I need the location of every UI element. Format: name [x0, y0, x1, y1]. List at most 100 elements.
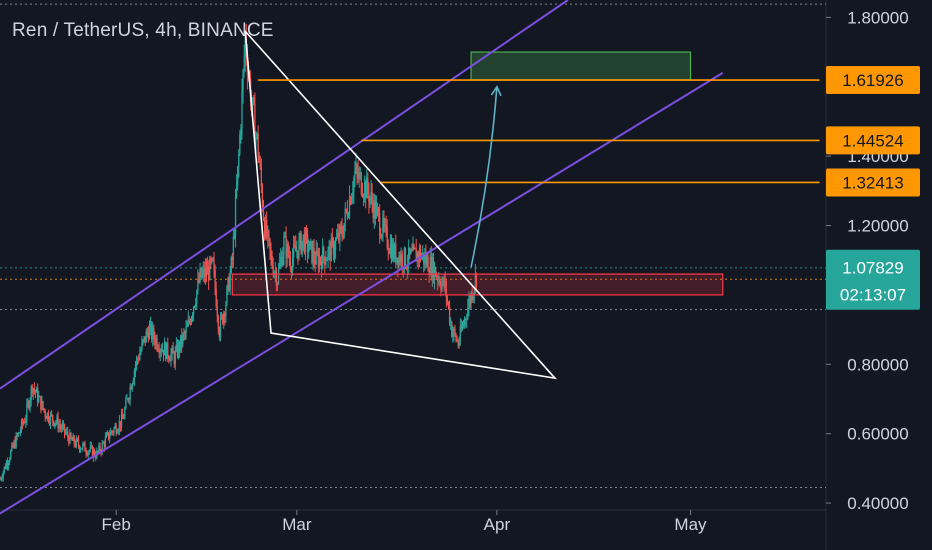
candle-body — [164, 342, 167, 360]
candle-body — [347, 215, 350, 217]
candle-body — [140, 349, 142, 354]
candle-body — [343, 223, 345, 237]
candle-body — [322, 247, 324, 269]
candle-body — [244, 35, 246, 58]
current-price-box[interactable] — [826, 249, 920, 310]
price-label-box-1[interactable] — [826, 126, 920, 155]
candle-body — [67, 431, 69, 437]
candle-body — [340, 225, 342, 228]
price-label-1[interactable]: 1.44524 — [842, 131, 903, 150]
candle-body — [111, 431, 113, 433]
time-axis[interactable]: Feb Mar Apr May — [102, 510, 708, 534]
candle-body — [107, 432, 110, 439]
candle-body — [77, 440, 80, 446]
candle-body — [257, 133, 259, 156]
candle-body — [163, 342, 166, 356]
current-price-value[interactable]: 1.07829 — [842, 259, 903, 278]
candle-body — [117, 429, 119, 433]
candle-body — [439, 279, 441, 286]
candle-body — [472, 294, 474, 300]
candle-body — [332, 239, 335, 256]
candle-body — [380, 235, 382, 238]
candle-body — [152, 327, 154, 340]
candle-body — [358, 173, 360, 179]
candle-body — [29, 399, 31, 408]
candle-body — [88, 450, 90, 452]
candle-body — [126, 398, 128, 400]
candle-body — [131, 383, 133, 390]
candle-body — [43, 408, 45, 411]
candle-body — [169, 359, 171, 362]
candle-body — [69, 433, 71, 444]
candle-body — [217, 316, 219, 330]
candle-body — [20, 420, 23, 431]
candle-body — [394, 243, 396, 260]
candle-body — [19, 430, 22, 433]
candle-body — [308, 249, 310, 253]
candle-body — [287, 243, 289, 256]
candle-body — [297, 250, 299, 259]
candle-body — [372, 202, 374, 219]
candle-body — [47, 412, 50, 421]
candle-body — [227, 277, 229, 287]
candle-body — [374, 200, 377, 218]
candle-body — [205, 267, 208, 275]
candle-body — [194, 306, 196, 308]
candle-body — [6, 462, 9, 466]
price-label-2[interactable]: 1.32413 — [842, 173, 903, 192]
candle-body — [195, 303, 197, 307]
candle-body — [271, 255, 273, 267]
candle-body — [384, 224, 386, 227]
channel-line-upper — [0, 0, 569, 390]
candle-body — [56, 416, 58, 423]
candle-body — [149, 323, 152, 328]
candle-body — [35, 388, 38, 393]
candle-body — [4, 466, 7, 469]
candle-body — [201, 272, 203, 278]
candle-body — [18, 432, 21, 434]
price-axis[interactable]: 1.800001.400001.200000.800000.600000.400… — [826, 8, 920, 513]
candle-body — [50, 413, 53, 416]
candle-body — [41, 401, 43, 410]
candle-body — [170, 353, 172, 362]
candle-body — [199, 268, 201, 282]
candle-body — [419, 248, 422, 260]
candle-body — [116, 432, 118, 434]
candle-body — [66, 431, 68, 433]
price-label-box-2[interactable] — [826, 168, 920, 197]
candle-body — [348, 197, 351, 216]
candle-body — [355, 165, 357, 171]
candle-body — [123, 417, 125, 419]
candle-body — [428, 271, 430, 275]
candle-body — [280, 257, 282, 263]
candle-body — [475, 273, 478, 286]
price-label-0[interactable]: 1.61926 — [842, 71, 903, 90]
candle-body — [1, 477, 3, 479]
candle-body — [75, 438, 78, 447]
candle-body — [128, 398, 130, 401]
candle-body — [189, 321, 192, 324]
candle-body — [82, 444, 84, 449]
candle-body — [174, 350, 176, 364]
candle-body — [97, 451, 99, 453]
candle-body — [71, 438, 73, 441]
candle-body — [213, 260, 215, 270]
candle-body — [197, 278, 199, 291]
candle-body — [13, 441, 15, 447]
candle-body — [10, 450, 12, 459]
candle-body — [290, 268, 293, 270]
candle-body — [443, 277, 445, 288]
candle-body — [388, 251, 390, 254]
candle-body — [91, 446, 94, 458]
candle-body — [90, 446, 93, 448]
candle-body — [120, 414, 123, 427]
candle-body — [267, 230, 269, 238]
candle-body — [296, 250, 298, 252]
candle-body — [93, 450, 96, 456]
candle-body — [146, 331, 148, 333]
candle-body — [305, 231, 308, 235]
candle-body — [309, 241, 311, 250]
price-label-box-0[interactable] — [826, 66, 920, 95]
candle-body — [441, 282, 443, 290]
